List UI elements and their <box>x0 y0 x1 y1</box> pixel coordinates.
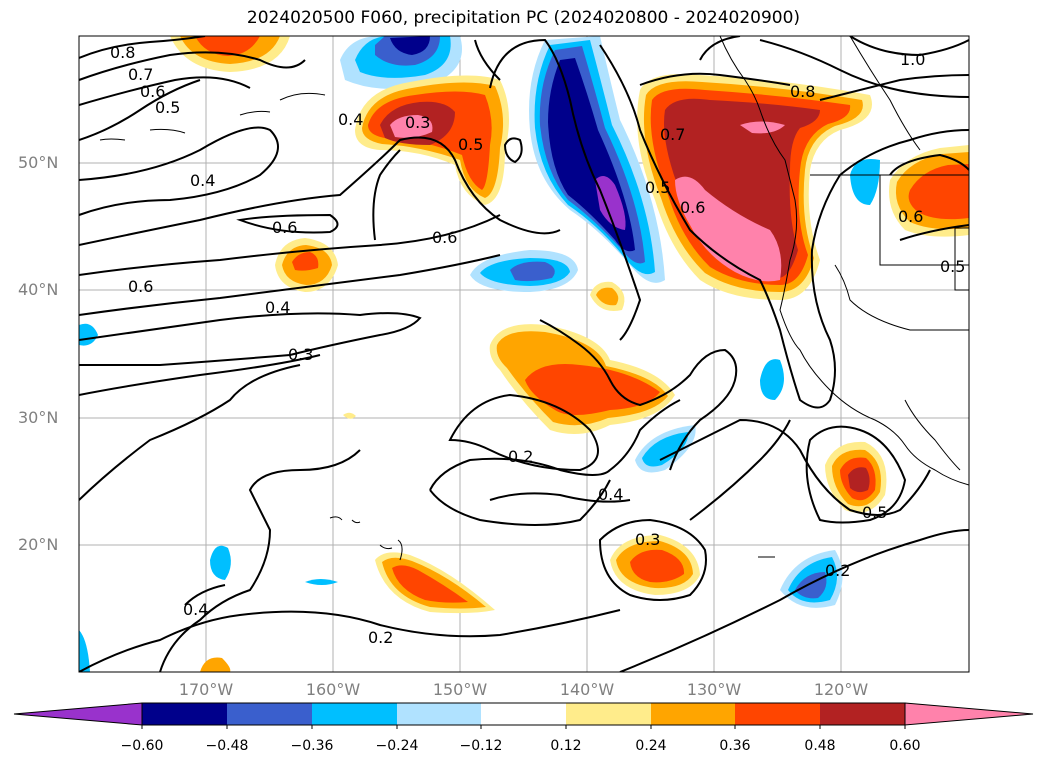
shade-negative <box>850 159 880 205</box>
contour-label: 0.3 <box>405 113 430 132</box>
contour-label: 0.6 <box>680 198 705 217</box>
contour-label: 0.4 <box>190 171 215 190</box>
contour-label: 0.3 <box>288 345 313 364</box>
contour-label: 0.2 <box>508 447 533 466</box>
colorbar-segment <box>142 703 227 725</box>
lon-label: 160°W <box>305 680 361 699</box>
shade-positive <box>740 121 785 134</box>
shade-negative <box>79 630 90 672</box>
shade-positive <box>525 364 660 415</box>
lon-label: 170°W <box>178 680 234 699</box>
colorbar-tick-label: −0.48 <box>205 738 249 754</box>
contour-label: 0.5 <box>155 98 180 117</box>
contour-label: 0.4 <box>265 298 290 317</box>
contour-label: 0.2 <box>825 561 850 580</box>
contour-label: 0.6 <box>140 82 165 101</box>
lat-label: 50°N <box>18 153 59 172</box>
contour-label: 0.5 <box>458 135 483 154</box>
colorbar-tick-label: 0.12 <box>550 738 582 754</box>
lon-label: 140°W <box>559 680 615 699</box>
shade-positive <box>292 252 319 271</box>
coastlines <box>99 36 969 561</box>
contour-label: 0.6 <box>898 207 923 226</box>
shade-positive <box>343 412 356 419</box>
colorbar-tick-label: 0.36 <box>719 738 751 754</box>
shade-positive <box>675 176 782 282</box>
contour-label: 0.4 <box>598 485 623 504</box>
colorbar-segment <box>735 703 820 725</box>
contour-labels: 0.8 0.7 0.6 0.5 0.4 0.3 0.5 0.4 0.6 0.6 … <box>110 43 965 647</box>
shade-positive <box>195 36 260 56</box>
colorbar-tick-label: 0.24 <box>635 738 667 754</box>
shade-negative <box>510 261 555 282</box>
colorbar-segment <box>227 703 312 725</box>
contour-label: 0.4 <box>338 110 363 129</box>
colorbar-tick-label: 0.60 <box>889 738 921 754</box>
colorbar-tick-label: −0.36 <box>290 738 334 754</box>
shade-positive <box>200 657 231 672</box>
colorbar-segment <box>397 703 481 725</box>
colorbar-tick-label: −0.60 <box>120 738 164 754</box>
contour-label: 0.8 <box>790 82 815 101</box>
lat-label: 40°N <box>18 280 59 299</box>
contour-label: 0.6 <box>432 228 457 247</box>
contour-label: 0.6 <box>128 277 153 296</box>
contour-label: 0.5 <box>862 503 887 522</box>
colorbar-segment <box>566 703 651 725</box>
contour-label: 0.7 <box>660 125 685 144</box>
shade-positive <box>630 549 685 583</box>
shade-negative <box>595 176 626 230</box>
shade-positive <box>390 115 433 138</box>
shade-positive <box>596 287 619 306</box>
shade-negative <box>642 432 689 467</box>
contour-label: 0.5 <box>940 257 965 276</box>
map-frame <box>78 35 970 673</box>
lat-label: 30°N <box>18 408 59 427</box>
colorbar-segment <box>820 703 905 725</box>
contour-label: 0.2 <box>368 628 393 647</box>
colorbar-tick-label: −0.24 <box>375 738 419 754</box>
contour-label: 0.8 <box>110 43 135 62</box>
colorbar-segment <box>481 703 566 725</box>
shade-positive <box>908 164 969 220</box>
colorbar-tick-label: −0.12 <box>459 738 503 754</box>
colorbar-extend-low <box>13 702 143 726</box>
contour-label: 0.5 <box>645 178 670 197</box>
lat-label: 20°N <box>18 535 59 554</box>
colorbar-segment <box>312 703 397 725</box>
lon-label: 150°W <box>432 680 488 699</box>
colorbar-extend-high <box>904 702 1034 726</box>
map-title: 2024020500 F060, precipitation PC (20240… <box>246 8 801 28</box>
colorbar-tick-label: 0.48 <box>804 738 836 754</box>
shade-negative <box>760 359 784 400</box>
contour-label: 0.6 <box>272 218 297 237</box>
lon-label: 130°W <box>686 680 742 699</box>
shade-negative <box>390 36 430 55</box>
contour-label: 0.4 <box>183 600 208 619</box>
shade-negative <box>210 545 231 580</box>
colorbar <box>13 702 1034 729</box>
shade-positive <box>848 467 870 493</box>
contour-label: 0.7 <box>128 65 153 84</box>
lon-label: 120°W <box>813 680 869 699</box>
gridlines <box>79 36 969 672</box>
shade-positive <box>392 565 468 603</box>
contour-label: 0.3 <box>635 530 660 549</box>
colorbar-segment <box>651 703 735 725</box>
contour-label: 1.0 <box>900 50 925 69</box>
shade-negative <box>305 579 338 585</box>
